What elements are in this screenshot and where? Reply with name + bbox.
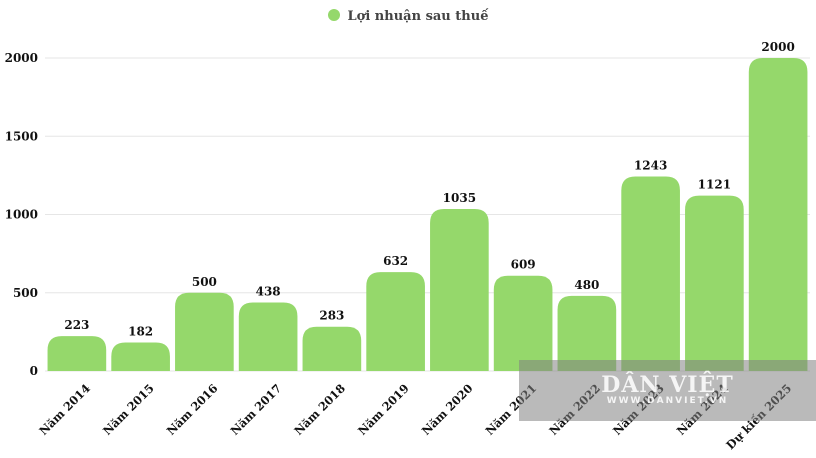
bar bbox=[493, 275, 553, 371]
watermark-url: WWW.DANVIET.VN bbox=[606, 396, 729, 406]
legend-marker bbox=[327, 9, 340, 21]
x-tick-label: Năm 2017 bbox=[228, 381, 285, 438]
x-tick-label: Năm 2014 bbox=[36, 381, 93, 438]
bar bbox=[302, 326, 362, 371]
y-tick-label: 2000 bbox=[5, 51, 38, 65]
legend: Lợi nhuận sau thuế bbox=[0, 9, 816, 24]
bar bbox=[238, 302, 298, 371]
x-tick-label: Năm 2020 bbox=[419, 381, 476, 438]
legend-label: Lợi nhuận sau thuế bbox=[347, 9, 489, 24]
x-tick-label: Năm 2019 bbox=[355, 381, 412, 438]
y-tick-label: 0 bbox=[30, 364, 38, 378]
bar bbox=[685, 195, 744, 371]
data-label: 223 bbox=[64, 318, 89, 332]
data-label: 182 bbox=[128, 325, 153, 339]
bar bbox=[621, 176, 680, 371]
data-label: 283 bbox=[319, 309, 344, 323]
bar bbox=[175, 292, 234, 371]
bar bbox=[557, 295, 617, 371]
data-label: 438 bbox=[256, 284, 281, 298]
bar bbox=[748, 58, 808, 371]
data-label: 1121 bbox=[698, 178, 731, 192]
bar bbox=[366, 272, 425, 371]
data-label: 2000 bbox=[761, 40, 794, 54]
data-label: 609 bbox=[511, 258, 536, 272]
y-tick-label: 1500 bbox=[5, 129, 38, 143]
bar bbox=[47, 336, 107, 371]
bar bbox=[111, 342, 170, 371]
watermark: DÂN VIỆT WWW.DANVIET.VN bbox=[519, 360, 816, 421]
x-tick-label: Năm 2015 bbox=[100, 381, 157, 438]
y-tick-label: 1000 bbox=[5, 208, 38, 222]
data-label: 500 bbox=[192, 275, 217, 289]
data-label: 1035 bbox=[443, 191, 476, 205]
data-label: 632 bbox=[383, 254, 408, 268]
watermark-logo: DÂN VIỆT bbox=[601, 372, 734, 398]
bar bbox=[430, 209, 489, 371]
x-tick-label: Năm 2018 bbox=[291, 381, 348, 438]
data-label: 1243 bbox=[634, 158, 667, 172]
y-tick-label: 500 bbox=[13, 286, 38, 300]
data-label: 480 bbox=[574, 278, 599, 292]
x-tick-label: Năm 2016 bbox=[164, 381, 221, 438]
